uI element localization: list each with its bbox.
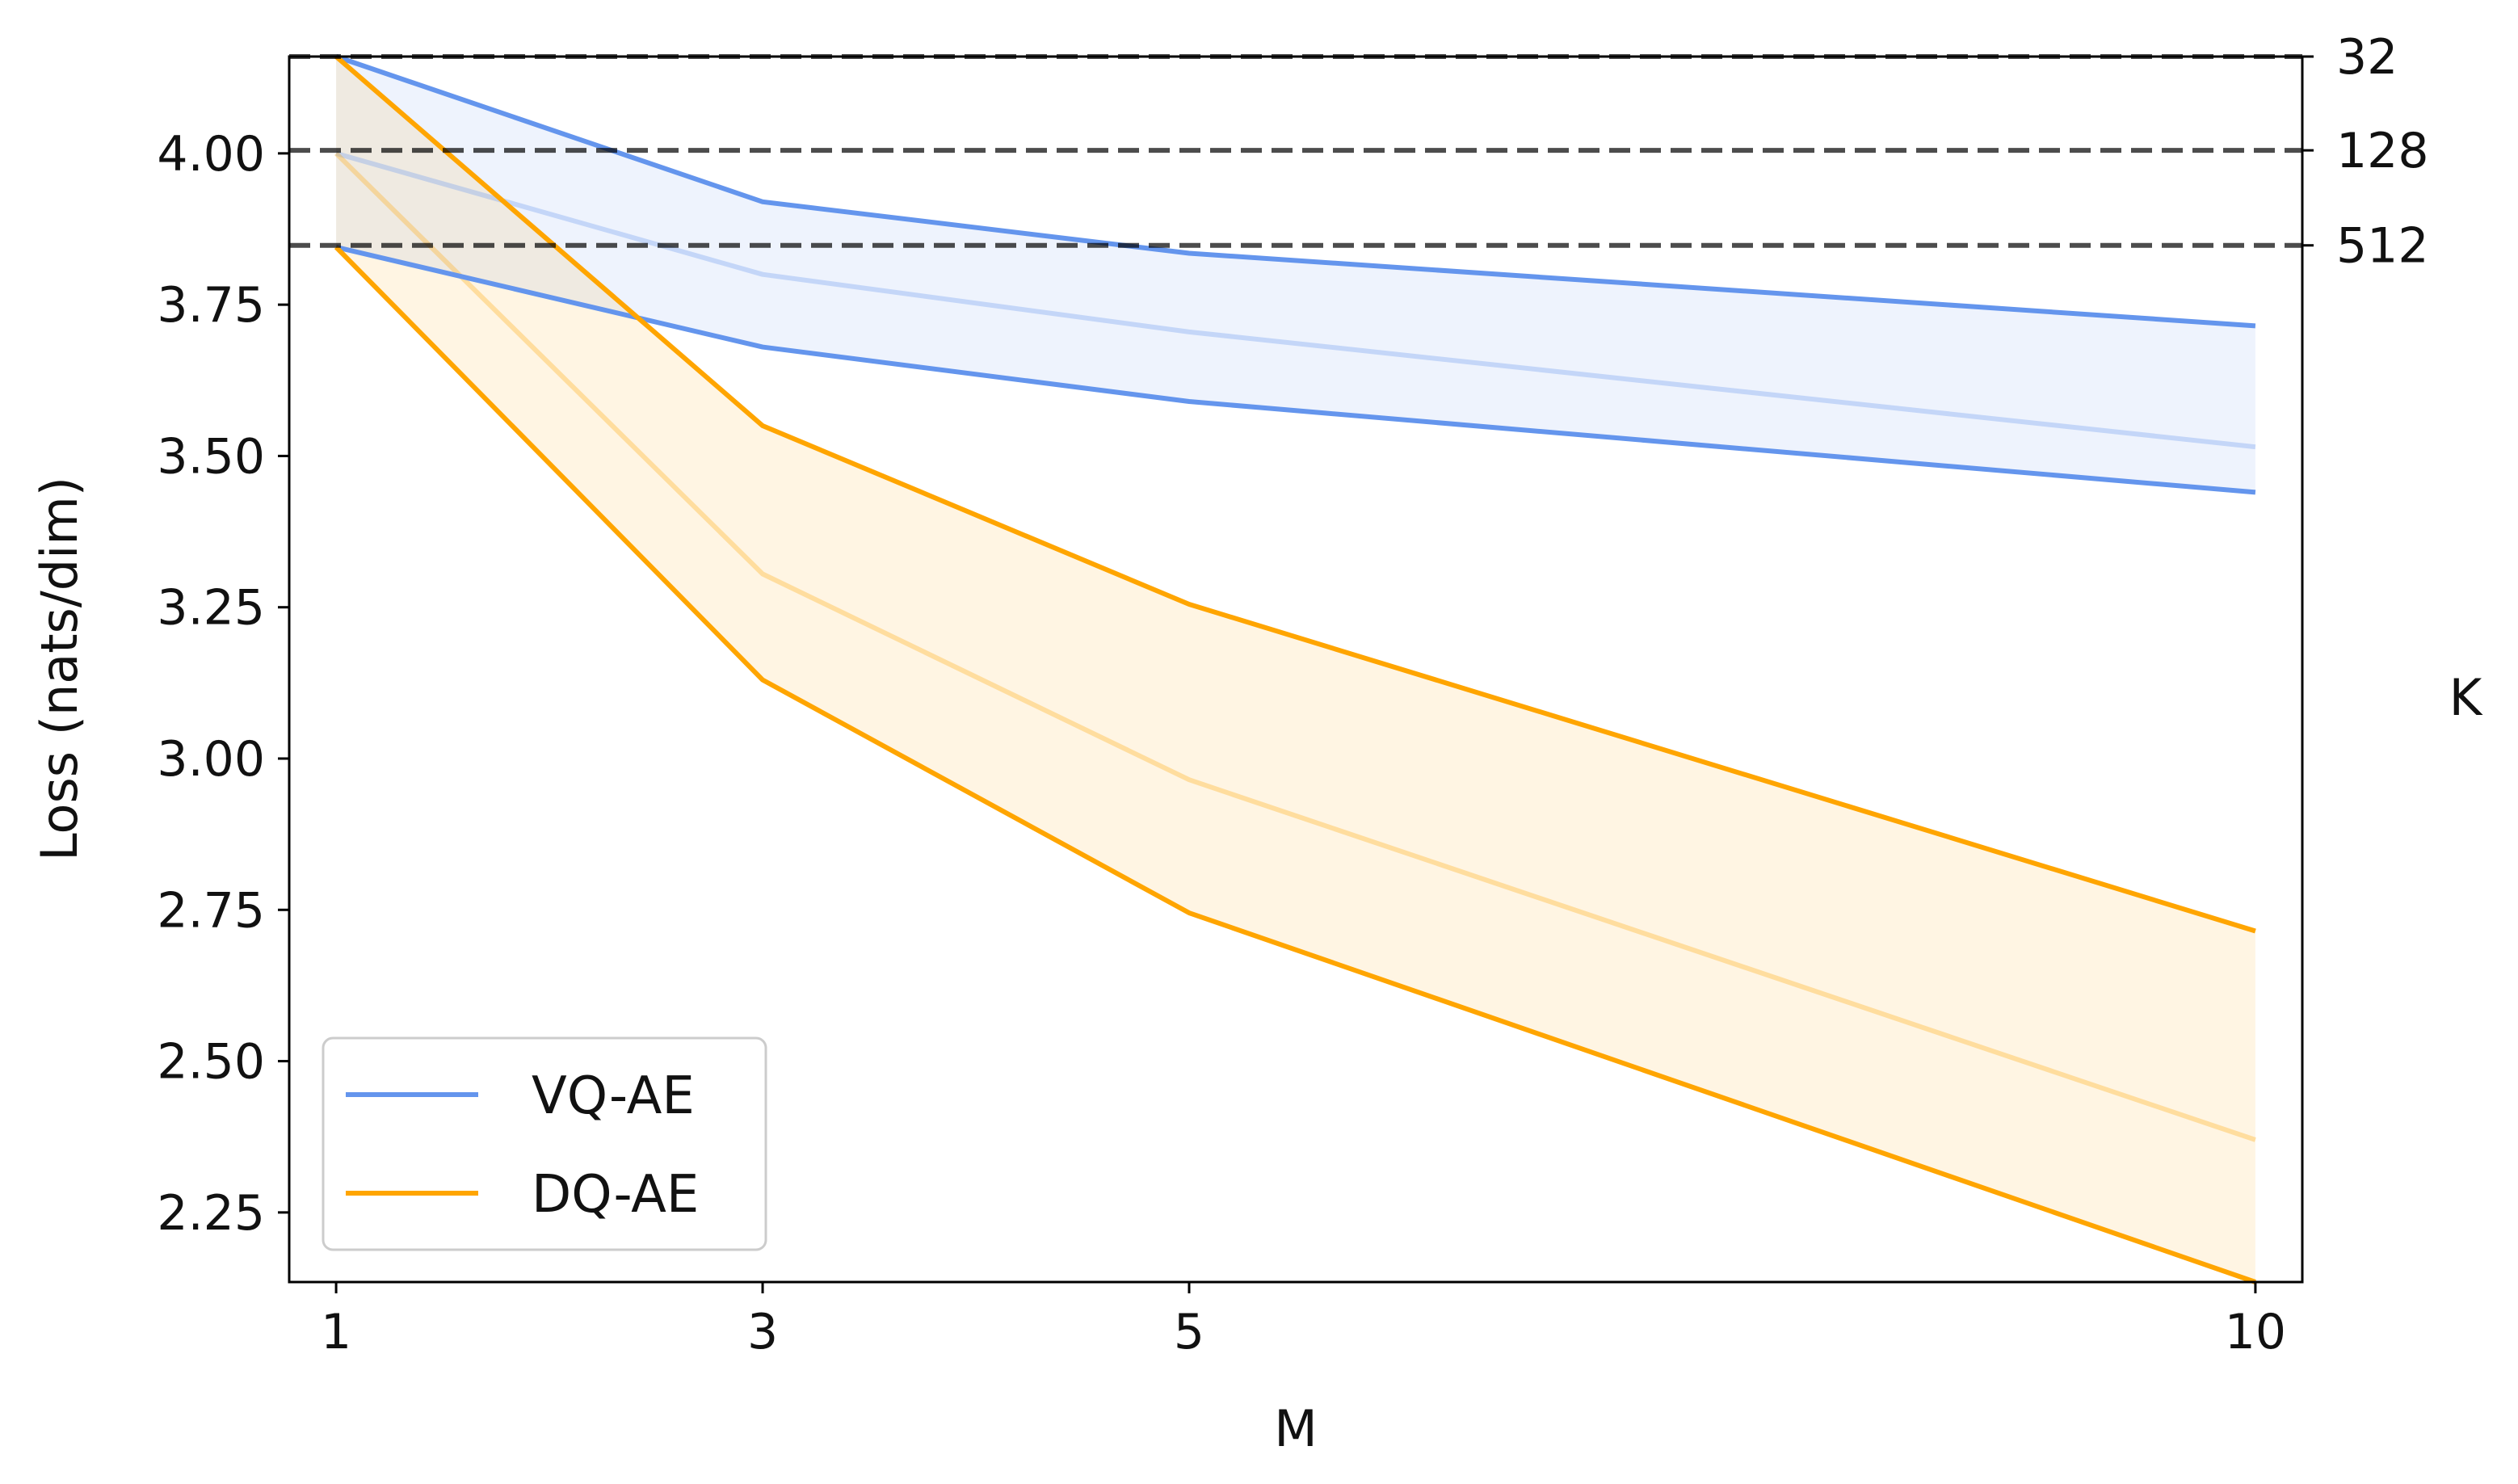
- x-tick-label: 10: [2225, 1304, 2286, 1360]
- dq-ae-lower-line: [334, 245, 2256, 1284]
- dq-ae-mean-line: [334, 151, 2256, 1142]
- y-tick-label: 3.50: [157, 428, 265, 485]
- y-axis-label: Loss (nats/dim): [30, 477, 89, 861]
- y-tick-label: 3.00: [157, 731, 265, 788]
- legend: VQ-AE DQ-AE: [322, 1036, 767, 1251]
- dq-ae-upper-line: [334, 54, 2256, 934]
- vq-ae-lower-line: [335, 245, 2256, 495]
- vq-ae-mean-line: [335, 150, 2256, 450]
- secondary-y-tick-label: 128: [2336, 123, 2429, 179]
- y-axis: 2.25 2.50 2.75 3.00 3.25 3.50 3.75 4.00: [157, 126, 289, 1242]
- x-axis: 1 3 5 10: [321, 1282, 2286, 1360]
- y-tick-label: 2.50: [157, 1034, 265, 1091]
- vq-ae-band: [336, 57, 2255, 493]
- secondary-y-axis-label: K: [2449, 668, 2483, 727]
- y-tick-label: 2.75: [157, 882, 265, 939]
- vq-ae-upper-line: [335, 54, 2256, 329]
- y-tick-label: 3.75: [157, 277, 265, 334]
- legend-box: [322, 1036, 767, 1251]
- secondary-y-tick-label: 512: [2336, 218, 2429, 275]
- y-tick-label: 3.25: [157, 580, 265, 637]
- bound-lines: [334, 54, 2256, 1284]
- x-tick-label: 5: [1174, 1304, 1204, 1360]
- secondary-y-axis: 32 128 512: [2302, 29, 2429, 275]
- x-axis-label: M: [1274, 1399, 1318, 1458]
- x-tick-label: 3: [747, 1304, 778, 1360]
- x-tick-label: 1: [321, 1304, 351, 1360]
- y-tick-label: 4.00: [157, 126, 265, 183]
- mean-lines: [334, 150, 2256, 1142]
- legend-label-dq-ae: DQ-AE: [532, 1165, 699, 1225]
- confidence-bands: [336, 57, 2255, 1282]
- legend-label-vq-ae: VQ-AE: [532, 1066, 695, 1126]
- plot-frame: [288, 55, 2304, 1284]
- dq-ae-band: [336, 57, 2255, 1282]
- y-tick-label: 2.25: [157, 1185, 265, 1242]
- secondary-y-tick-label: 32: [2336, 29, 2398, 86]
